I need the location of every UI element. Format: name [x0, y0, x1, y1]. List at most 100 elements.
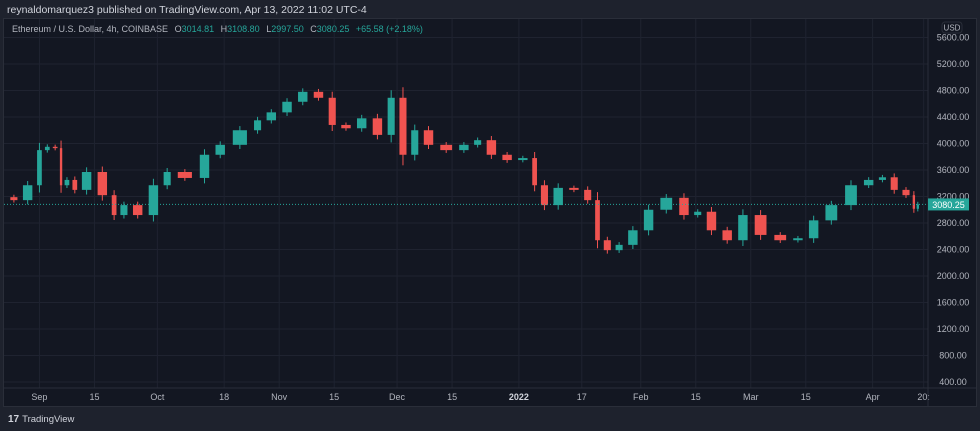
- candle-body: [532, 158, 537, 186]
- candle-body: [387, 97, 395, 135]
- x-tick-label: Nov: [271, 392, 288, 402]
- candle-body: [148, 185, 159, 216]
- y-tick-label: 800.00: [939, 351, 967, 361]
- candle-body: [423, 130, 434, 145]
- candle-body: [738, 215, 748, 241]
- candle-body: [706, 211, 717, 231]
- candle-body: [569, 187, 579, 190]
- candle-body: [328, 97, 336, 125]
- candle-body: [912, 195, 916, 209]
- candle-body: [72, 179, 78, 190]
- x-tick-label: 15: [691, 392, 701, 402]
- x-tick-label: Feb: [633, 392, 649, 402]
- low-label: L: [266, 24, 272, 34]
- x-tick-label: 2022: [509, 392, 529, 402]
- candle-body: [474, 140, 482, 145]
- candle-body: [540, 185, 548, 206]
- candle-body: [595, 200, 600, 241]
- currency-label: USD: [944, 24, 961, 33]
- candle-body: [902, 189, 910, 196]
- candle-body: [694, 211, 702, 216]
- x-tick-label: 15: [447, 392, 457, 402]
- candle-body: [863, 179, 874, 186]
- y-tick-label: 4800.00: [937, 86, 970, 96]
- publish-info: reynaldomarquez3 published on TradingVie…: [7, 4, 367, 16]
- candle-body: [10, 197, 18, 201]
- candle-body: [502, 154, 512, 161]
- high-value: 3108.80: [227, 24, 260, 34]
- candle-body: [660, 197, 673, 210]
- y-tick-label: 4000.00: [937, 139, 970, 149]
- candle-body: [111, 195, 117, 216]
- tradingview-logo-icon[interactable]: 17: [8, 414, 20, 425]
- chart-container[interactable]: [3, 18, 977, 407]
- candle-body: [825, 205, 838, 221]
- candle-body: [679, 197, 689, 216]
- candle-body: [372, 118, 383, 135]
- candle-body: [754, 215, 767, 235]
- y-tick-label: 2400.00: [937, 245, 970, 255]
- y-tick-label: 1200.00: [937, 324, 970, 334]
- candle-body: [356, 118, 367, 129]
- candle-body: [266, 112, 277, 121]
- candle-body: [615, 244, 623, 251]
- candle-body: [97, 171, 108, 196]
- candle-body: [774, 234, 787, 241]
- change-value: +65.58 (+2.18%): [355, 24, 423, 34]
- candle-body: [232, 130, 247, 145]
- candle-body: [845, 185, 857, 206]
- close-label: C: [310, 24, 317, 34]
- candle-body: [282, 101, 292, 113]
- y-tick-label: 3600.00: [937, 165, 970, 175]
- y-tick-label: 5600.00: [937, 33, 970, 43]
- candle-body: [916, 204, 919, 209]
- candle-body: [628, 230, 638, 245]
- candle-body: [643, 209, 654, 231]
- candle-body: [37, 150, 42, 186]
- x-tick-label: Apr: [866, 392, 880, 402]
- symbol-label: Ethereum / U.S. Dollar, 4h, COINBASE: [12, 24, 169, 34]
- high-label: H: [220, 24, 228, 34]
- candle-body: [486, 140, 497, 155]
- y-tick-label: 400.00: [939, 377, 967, 387]
- candle-body: [440, 144, 453, 151]
- candle-body: [878, 177, 886, 180]
- x-tick-label: 15: [329, 392, 339, 402]
- candle-body: [459, 144, 469, 151]
- candle-body: [59, 148, 63, 186]
- candle-body: [411, 130, 419, 155]
- candle-body: [808, 220, 819, 239]
- low-value: 2997.50: [271, 24, 304, 34]
- candle-body: [64, 179, 70, 186]
- candle-body: [81, 171, 92, 190]
- candle-body: [722, 230, 732, 241]
- candle-body: [584, 189, 592, 201]
- candle-body: [22, 185, 33, 201]
- y-tick-label: 4400.00: [937, 112, 970, 122]
- x-tick-label: 17: [577, 392, 587, 402]
- brand-name[interactable]: TradingView: [22, 414, 75, 425]
- candle-body: [163, 171, 171, 186]
- candle-body: [52, 146, 58, 149]
- open-value: 3014.81: [181, 24, 215, 34]
- x-tick-label: 18: [219, 392, 229, 402]
- close-value: 3080.25: [316, 24, 350, 34]
- y-tick-label: 2800.00: [937, 218, 970, 228]
- candle-body: [215, 144, 225, 155]
- x-tick-label: Sep: [31, 392, 47, 402]
- x-tick-label: Mar: [743, 392, 759, 402]
- x-tick-label: Oct: [150, 392, 165, 402]
- x-tick-label: 15: [801, 392, 811, 402]
- x-tick-label: 20:: [917, 392, 930, 402]
- candle-body: [199, 154, 210, 178]
- candle-body: [298, 91, 308, 102]
- footer: 17 TradingView: [8, 414, 74, 425]
- candle-body: [120, 205, 128, 216]
- candle-body: [553, 187, 563, 206]
- candle-body: [254, 120, 262, 131]
- open-label: O: [174, 24, 182, 34]
- x-tick-label: Dec: [389, 392, 406, 402]
- x-tick-label: 15: [89, 392, 99, 402]
- ohlc-legend: Ethereum / U.S. Dollar, 4h, COINBASE O30…: [12, 24, 427, 34]
